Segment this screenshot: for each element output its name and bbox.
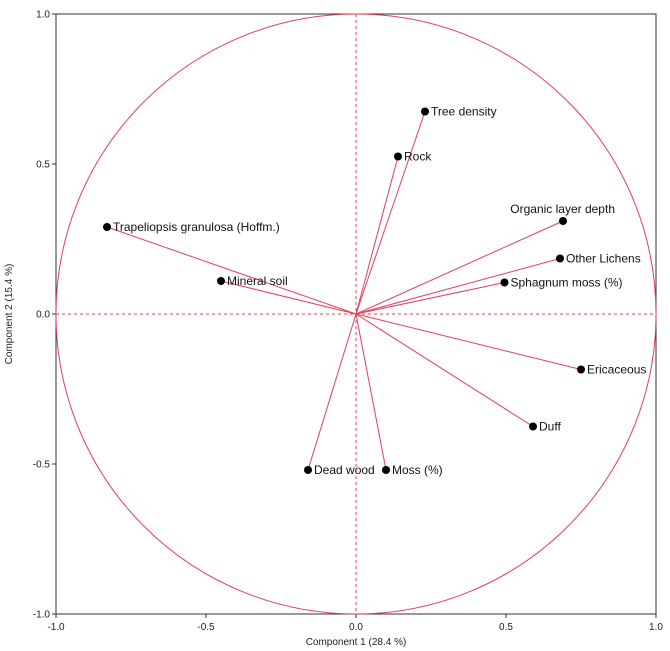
x-axis-title: Component 1 (28.4 %): [306, 637, 407, 648]
y-tick-label: 0.5: [36, 160, 50, 171]
vector-sphagnum-moss: [355, 282, 505, 315]
point-dead-wood: [304, 466, 312, 474]
x-tick-label: 0.5: [499, 622, 513, 633]
vector-trapeliopsis-granulosa-hoffm: [106, 226, 357, 315]
point-sphagnum-moss: [500, 278, 509, 287]
loading-vectors: [106, 111, 582, 471]
label-ericaceous: Ericaceous: [587, 363, 646, 377]
loading-labels: Tree density Rock Organic layer depth Other…: [113, 105, 646, 478]
vector-duff: [355, 313, 534, 427]
point-ericaceous: [577, 365, 585, 374]
vector-organic-layer-depth: [355, 220, 564, 315]
label-organic-layer-depth: Organic layer depth: [510, 202, 615, 216]
x-tick-label: -1.0: [47, 622, 65, 633]
y-tick-label: 0.0: [36, 310, 50, 321]
label-rock: Rock: [404, 150, 432, 164]
x-tick-label: -0.5: [197, 622, 215, 633]
point-tree-density: [421, 107, 429, 116]
vector-rock: [355, 156, 399, 315]
label-sphagnum-moss: Sphagnum moss (%): [511, 276, 623, 290]
y-tick-label: -1.0: [33, 610, 51, 621]
label-trapeliopsis-granulosa-hoffm: Trapeliopsis granulosa (Hoffm.): [113, 220, 280, 234]
y-tick-label: -0.5: [33, 460, 51, 471]
x-tick-label: 1.0: [649, 622, 663, 633]
point-moss: [382, 466, 390, 474]
point-rock: [394, 152, 402, 161]
loading-points: [103, 107, 585, 474]
vector-dead-wood: [307, 313, 357, 471]
vector-ericaceous: [355, 313, 582, 370]
point-duff: [529, 422, 537, 431]
y-tick-label: 1.0: [36, 10, 50, 21]
label-mineral-soil: Mineral soil: [227, 274, 288, 288]
y-axis-title: Component 2 (15.4 %): [4, 264, 15, 365]
point-organic-layer-depth: [559, 217, 567, 225]
point-other-lichens: [556, 254, 564, 263]
vector-mineral-soil: [220, 280, 357, 315]
vector-moss: [355, 313, 387, 471]
vector-other-lichens: [355, 258, 561, 315]
label-moss: Moss (%): [392, 463, 443, 477]
label-dead-wood: Dead wood: [314, 463, 375, 477]
point-trapeliopsis-granulosa-hoffm: [103, 223, 111, 231]
x-tick-label: 0.0: [349, 622, 363, 633]
label-tree-density: Tree density: [431, 105, 497, 119]
label-duff: Duff: [539, 420, 561, 434]
point-mineral-soil: [217, 277, 225, 285]
x-axis-ticks: -1.0 -0.5 0.0 0.5 1.0: [47, 614, 663, 633]
vector-tree-density: [355, 111, 426, 315]
y-axis-ticks: -1.0 -0.5 0.0 0.5 1.0: [33, 10, 56, 621]
label-other-lichens: Other Lichens: [566, 252, 641, 266]
